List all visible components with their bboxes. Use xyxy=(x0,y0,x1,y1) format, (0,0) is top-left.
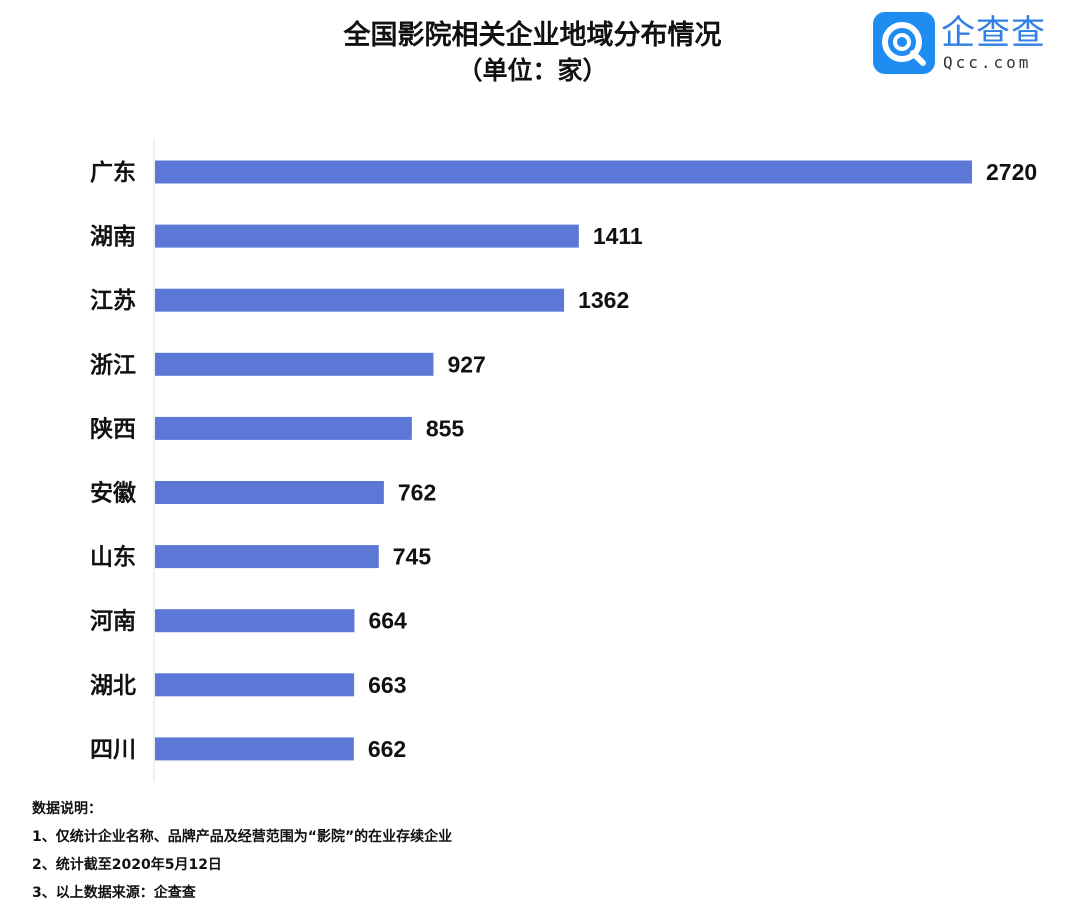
logo-domain: Qcc.com xyxy=(943,53,1032,72)
chart-subtitle: （单位：家） xyxy=(457,56,608,85)
category-label: 四川 xyxy=(90,737,136,763)
data-label: 662 xyxy=(368,736,406,762)
bar xyxy=(155,609,355,633)
bar xyxy=(155,545,379,569)
qcc-logo: 企查查 Qcc.com xyxy=(873,12,1053,76)
data-label: 2720 xyxy=(986,159,1037,185)
chart-title: 全国影院相关企业地域分布情况 xyxy=(343,20,722,51)
data-label: 927 xyxy=(447,351,485,377)
data-label: 855 xyxy=(426,415,465,441)
bar xyxy=(155,224,579,248)
logo-text: 企查查 xyxy=(941,13,1046,53)
notes-heading: 数据说明： xyxy=(32,801,102,817)
category-label: 湖北 xyxy=(90,673,136,699)
category-label: 广东 xyxy=(90,159,136,186)
category-label: 安徽 xyxy=(90,480,137,507)
data-label: 762 xyxy=(398,480,436,506)
category-label: 浙江 xyxy=(90,352,136,378)
category-label: 陕西 xyxy=(90,415,136,442)
bar xyxy=(155,737,354,761)
bar xyxy=(155,673,355,697)
category-label: 河南 xyxy=(90,609,136,635)
data-label: 1411 xyxy=(593,223,643,249)
bar xyxy=(155,481,384,504)
data-label: 1362 xyxy=(578,287,629,313)
bar xyxy=(155,288,565,312)
notes-item: 3、以上数据来源：企查查 xyxy=(32,885,196,901)
qcc-logo-icon xyxy=(873,12,935,74)
category-label: 湖南 xyxy=(90,224,136,250)
category-label: 山东 xyxy=(90,544,136,571)
bar xyxy=(155,352,434,376)
data-label: 664 xyxy=(368,608,407,634)
data-label: 745 xyxy=(393,544,432,570)
notes-item: 1、仅统计企业名称、品牌产品及经营范围为“影院”的在业存续企业 xyxy=(32,829,453,845)
notes-item: 2、统计截至2020年5月12日 xyxy=(32,857,222,873)
data-notes: 数据说明： 1、仅统计企业名称、品牌产品及经营范围为“影院”的在业存续企业 2、… xyxy=(32,798,452,910)
bar-chart: 广东 2720 湖南 1411 江苏 1362 浙江 927 陕西 855 安徽 762 山东 745 河南… xyxy=(90,140,1037,782)
category-label: 江苏 xyxy=(90,288,136,314)
bar xyxy=(155,416,412,440)
bar xyxy=(155,160,972,184)
data-label: 663 xyxy=(368,672,406,698)
